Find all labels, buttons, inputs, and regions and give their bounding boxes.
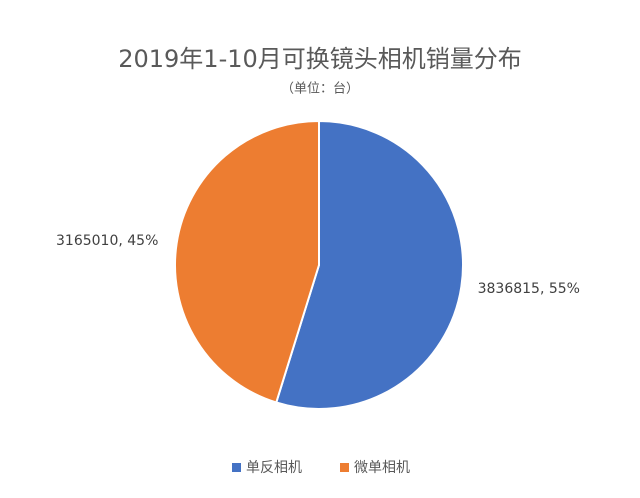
chart-subtitle: （单位：台） (281, 82, 359, 97)
data-label: 3836815, 55% (478, 281, 580, 297)
pie-slice (174, 119, 320, 404)
legend-label: 微单相机 (354, 460, 410, 476)
legend-label: 单反相机 (246, 460, 302, 476)
legend-swatch (232, 463, 241, 472)
legend-swatch (340, 463, 349, 472)
pie-slice (274, 119, 464, 410)
chart-title: 2019年1-10月可换镜头相机销量分布 (118, 45, 522, 73)
data-label: 3165010, 45% (56, 233, 158, 249)
